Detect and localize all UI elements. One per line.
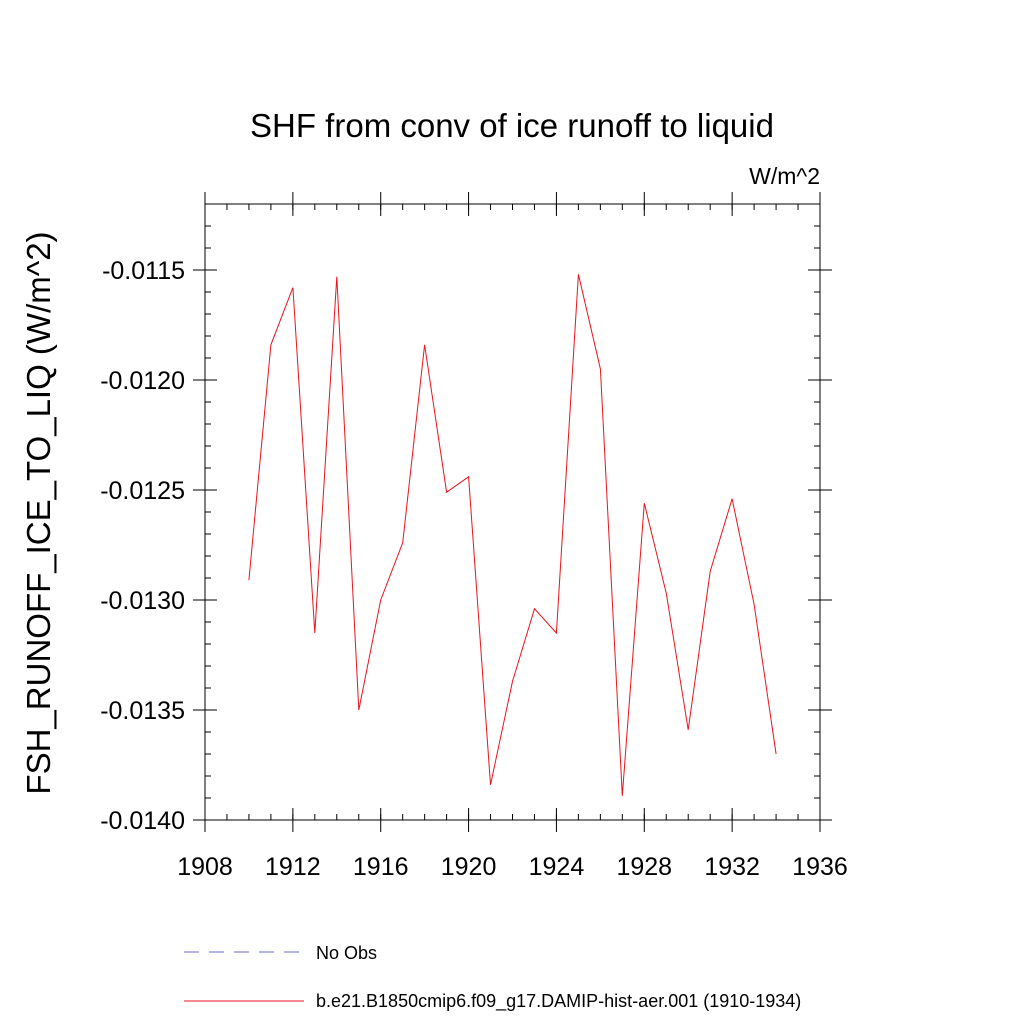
x-tick-label: 1932 <box>704 853 760 881</box>
x-tick-label: 1924 <box>529 853 585 881</box>
y-tick-label: -0.0125 <box>100 477 185 505</box>
legend: No Obs b.e21.B1850cmip6.f09_g17.DAMIP-hi… <box>184 943 801 1012</box>
major-ticks <box>193 192 832 832</box>
units-label: W/m^2 <box>749 163 820 189</box>
y-tick-label: -0.0140 <box>100 807 185 835</box>
y-tick-labels: -0.0115 -0.0120 -0.0125 -0.0130 -0.0135 -0.01… <box>100 257 185 835</box>
legend-label-no-obs: No Obs <box>316 943 377 963</box>
x-tick-label: 1916 <box>353 853 409 881</box>
x-tick-label: 1908 <box>177 853 233 881</box>
y-tick-label: -0.0130 <box>100 587 185 615</box>
series-line <box>248 274 777 796</box>
y-tick-label: -0.0135 <box>100 697 185 725</box>
y-tick-label: -0.0120 <box>100 367 185 395</box>
x-tick-label: 1936 <box>792 853 848 881</box>
x-tick-label: 1912 <box>265 853 321 881</box>
y-axis-label: FSH_RUNOFF_ICE_TO_LIQ (W/m^2) <box>20 231 57 794</box>
y-tick-label: -0.0115 <box>102 257 185 285</box>
x-tick-labels: 1908 1912 1916 1920 1924 1928 1932 1936 <box>177 853 848 881</box>
legend-label-model: b.e21.B1850cmip6.f09_g17.DAMIP-hist-aer.… <box>316 991 801 1012</box>
x-tick-label: 1920 <box>441 853 497 881</box>
chart-title: SHF from conv of ice runoff to liquid <box>250 107 774 144</box>
series-layer <box>248 274 777 796</box>
x-tick-label: 1928 <box>616 853 672 881</box>
